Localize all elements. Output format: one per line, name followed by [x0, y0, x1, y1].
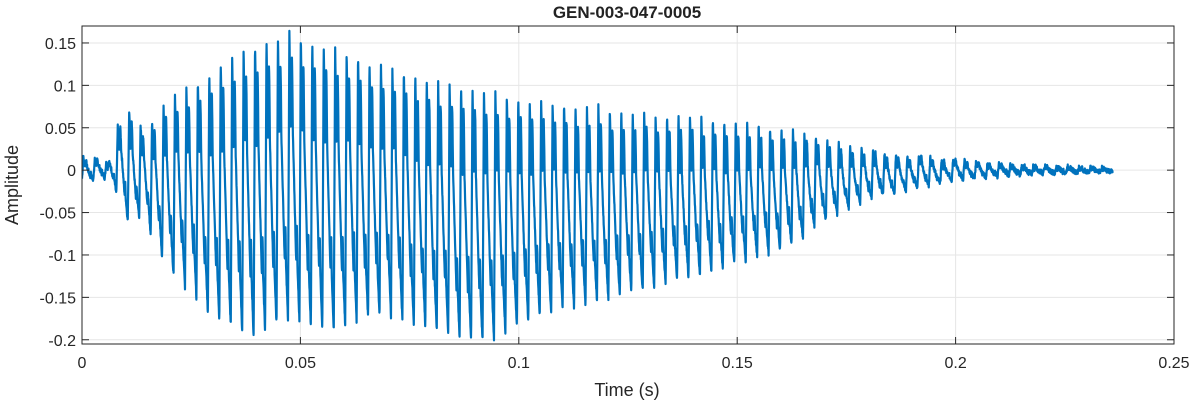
x-tick-label: 0.2 [944, 355, 966, 372]
y-tick-label: 0.1 [54, 78, 76, 95]
series-line [82, 29, 1114, 342]
y-tick-label: -0.15 [40, 290, 77, 307]
x-tick-label: 0.25 [1158, 355, 1189, 372]
x-tick-label: 0.15 [722, 355, 753, 372]
y-tick-label: -0.05 [40, 206, 77, 223]
x-tick-label: 0.05 [285, 355, 316, 372]
axis-ticks [81, 26, 1175, 344]
y-tick-label: 0.05 [45, 121, 76, 138]
chart-title: GEN-003-047-0005 [553, 3, 701, 22]
x-tick-label: 0 [78, 355, 87, 372]
x-axis-label: Time (s) [594, 380, 659, 400]
y-tick-label: -0.1 [48, 248, 76, 265]
plot-frame [81, 25, 1175, 345]
y-tick-label: 0 [67, 163, 76, 180]
y-tick-labels: 0.15 0.1 0.05 0 -0.05 -0.1 -0.15 -0.2 [40, 36, 77, 350]
y-axis-label: Amplitude [2, 145, 22, 225]
y-tick-label: -0.2 [48, 333, 76, 350]
x-tick-labels: 0 0.05 0.1 0.15 0.2 0.25 [78, 355, 1190, 372]
x-tick-label: 0.1 [508, 355, 530, 372]
y-tick-label: 0.15 [45, 36, 76, 53]
plot-area [82, 29, 1114, 342]
